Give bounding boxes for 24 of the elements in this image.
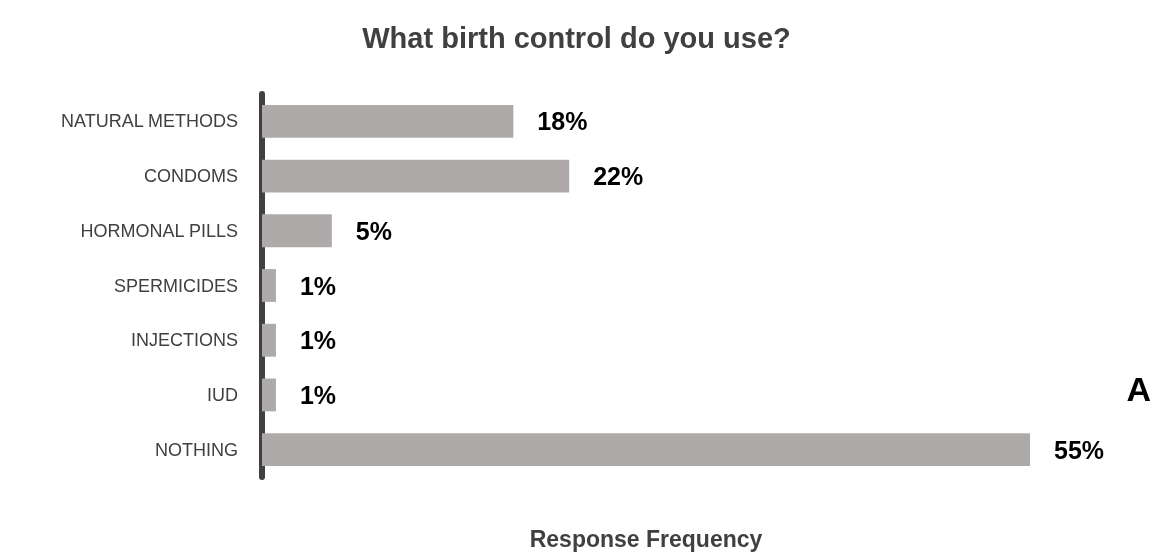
- bar: [262, 214, 332, 248]
- y-tick-label: CONDOMS: [144, 166, 238, 187]
- y-tick-label: IUD: [207, 384, 238, 405]
- data-label: 18%: [537, 107, 588, 136]
- data-label: 55%: [1054, 435, 1105, 464]
- bar: [262, 104, 514, 138]
- y-tick-label: INJECTIONS: [130, 330, 238, 351]
- y-tick-label: NATURAL METHODS: [60, 111, 238, 132]
- data-label: 1%: [299, 380, 337, 409]
- bar: [262, 269, 276, 302]
- y-tick-label: HORMONAL PILLS: [80, 220, 238, 241]
- text: A: [1126, 370, 1152, 408]
- data-label: 1%: [299, 271, 337, 300]
- bar: [262, 323, 276, 357]
- data-label: 22%: [593, 162, 644, 191]
- data-label: 1%: [299, 326, 337, 355]
- y-tick-label: NOTHING: [155, 439, 238, 460]
- data-label: 5%: [355, 216, 392, 245]
- y-tick-label: SPERMICIDES: [113, 275, 238, 296]
- x-axis-title: Response Frequency: [529, 525, 763, 552]
- chart-title: What birth control do you use?: [362, 21, 791, 54]
- bar: [262, 159, 570, 193]
- bar: [262, 378, 276, 412]
- bar: [262, 433, 1030, 467]
